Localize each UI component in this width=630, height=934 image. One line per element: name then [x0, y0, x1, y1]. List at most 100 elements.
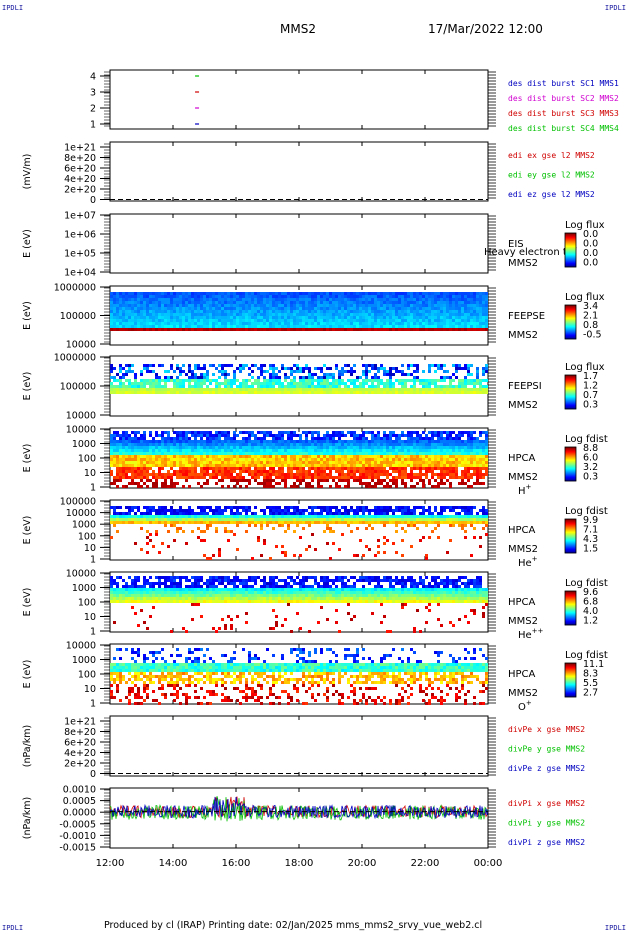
y-tick-label: 1: [90, 555, 96, 566]
legend-label: des dist burst SC1 MMS1: [508, 79, 619, 88]
charge-label: +: [526, 483, 532, 491]
spacecraft-label: MMS2: [508, 616, 538, 627]
heatmap-feepse: [110, 292, 488, 331]
y-tick-label: 1e+07: [64, 211, 96, 222]
y-tick-label: -0.0015: [59, 843, 96, 854]
colorbar-tick-label: 0.0: [583, 239, 598, 250]
species-label: He++: [518, 627, 544, 641]
y-tick-label: 10: [84, 684, 96, 695]
y-tick-label: 10000: [66, 411, 96, 422]
y-tick-label: 1e+21: [64, 143, 96, 154]
colorbar-tick-label: 5.5: [583, 678, 598, 689]
colorbar-tick-label: 9.6: [583, 587, 598, 598]
colorbar-tick-label: 1.2: [583, 381, 598, 392]
corner-mark-top-right: IPDLI: [604, 4, 626, 12]
panel-frame: [109, 715, 489, 777]
colorbar-tick-label: 8.8: [583, 443, 598, 454]
y-tick-label: 10000: [66, 425, 96, 436]
x-tick-label: 12:00: [96, 858, 125, 869]
y-axis-label: E (eV): [22, 516, 33, 545]
heatmap-hpca_h: [110, 431, 488, 488]
colorbar-tick-label: 3.4: [583, 301, 598, 312]
legend-label: edi ez gse l2 MMS2: [508, 190, 595, 199]
y-tick-label: 4e+20: [64, 174, 96, 185]
y-tick-label: 1000000: [54, 283, 96, 294]
charge-label: +: [532, 555, 538, 563]
heatmap-feepsi: [110, 364, 488, 394]
instrument-name: HPCA: [508, 525, 536, 536]
panel-frame: [109, 69, 489, 130]
colorbar-tick-label: 3.2: [583, 462, 598, 473]
legend-label: des dist burst SC4 MMS4: [508, 124, 619, 133]
panel-frame: [109, 141, 489, 202]
panel-burst: 4 3 2 1: [90, 69, 496, 131]
divpi-series-line: [109, 796, 489, 820]
y-tick-label: 10: [84, 543, 96, 554]
y-axis-label: E (eV): [22, 372, 33, 401]
footer-text: Produced by cl (IRAP) Printing date: 02/…: [104, 920, 483, 931]
y-tick-label: -0.0010: [59, 831, 96, 842]
y-axis-label: E (eV): [22, 660, 33, 689]
colorbar: [564, 304, 577, 340]
instrument-name: EIS: [508, 239, 524, 250]
colorbar-tick-label: 0.7: [583, 390, 598, 401]
colorbar-title: Log fdist: [565, 578, 608, 589]
y-tick-label: 10000: [66, 569, 96, 580]
y-tick-label: 10000: [66, 641, 96, 652]
y-tick-label: 1000: [72, 655, 96, 666]
y-tick-label: 1: [90, 627, 96, 638]
spacecraft-title: MMS2: [280, 22, 316, 36]
legend-label: divPe z gse MMS2: [508, 764, 585, 773]
y-tick-label: 1000000: [54, 353, 96, 364]
legend-label: divPi z gse MMS2: [508, 838, 585, 847]
y-tick-label: 0.0010: [63, 785, 96, 796]
instrument-name: HPCA: [508, 669, 536, 680]
y-axis-label: (nPa/km): [22, 725, 33, 768]
colorbar-tick-label: 0.3: [583, 400, 598, 411]
species-label: O+: [518, 699, 532, 713]
colorbar-tick-label: 4.3: [583, 534, 598, 545]
legend-label: divPe y gse MMS2: [508, 745, 585, 754]
heatmap-hpca_hepp: [110, 576, 488, 633]
y-tick-label: 1000: [72, 520, 96, 531]
overlay-label: Heavy electron tof: [484, 247, 577, 258]
colorbar-tick-label: 11.1: [583, 659, 604, 670]
y-tick-label: 1: [90, 699, 96, 710]
y-tick-label: 2e+20: [64, 185, 96, 196]
colorbar: [564, 232, 577, 268]
colorbar-tick-label: 7.1: [583, 525, 598, 536]
colorbar-tick-label: 1.7: [583, 371, 598, 382]
colorbar: [564, 662, 577, 698]
colorbar-tick-label: 9.9: [583, 515, 598, 526]
colorbar-tick-label: 0.3: [583, 472, 598, 483]
y-axis-label: E (eV): [22, 301, 33, 330]
colorbar-tick-label: 2.7: [583, 688, 598, 699]
instrument-name: FEEPSI: [508, 381, 542, 392]
y-tick-label: 100: [78, 454, 96, 465]
y-tick-label: 100000: [60, 497, 96, 508]
y-tick-label: 10000: [66, 508, 96, 519]
x-tick-label: 14:00: [159, 858, 188, 869]
colorbar: [564, 590, 577, 626]
colorbar-title: Log fdist: [565, 506, 608, 517]
colorbar-title: Log flux: [565, 292, 605, 303]
legend-label: divPi x gse MMS2: [508, 799, 585, 808]
y-tick-label: 10: [84, 612, 96, 623]
charge-label: ++: [532, 627, 544, 635]
y-axis-label: E (eV): [22, 588, 33, 617]
y-tick-label: 1000: [72, 439, 96, 450]
spacecraft-label: MMS2: [508, 400, 538, 411]
legend-label: des dist burst SC2 MMS2: [508, 94, 619, 103]
spacecraft-label: MMS2: [508, 544, 538, 555]
legend-label: des dist burst SC3 MMS3: [508, 109, 619, 118]
colorbar-tick-label: 4.0: [583, 606, 598, 617]
spacecraft-label: MMS2: [508, 472, 538, 483]
colorbar-tick-label: 6.0: [583, 453, 598, 464]
